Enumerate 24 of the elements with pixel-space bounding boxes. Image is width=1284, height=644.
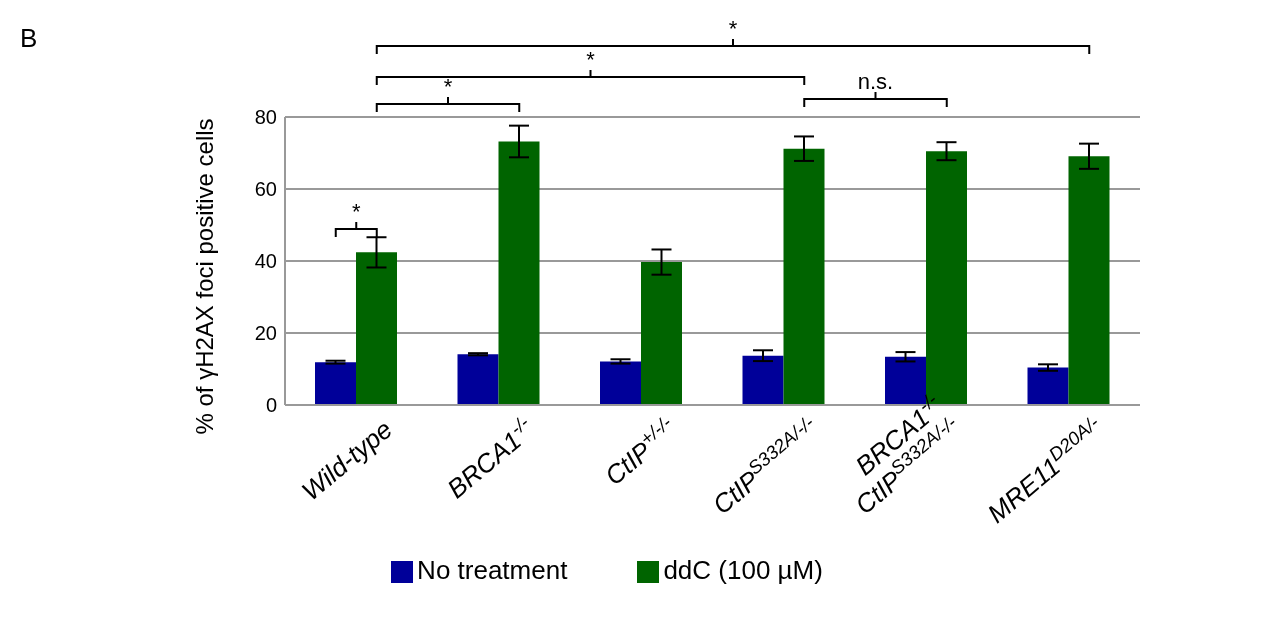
text: n.s. — [857, 69, 894, 94]
bar — [356, 252, 397, 405]
bar — [1027, 367, 1069, 405]
y-tick-label: 60 — [254, 178, 277, 201]
bar — [315, 362, 356, 405]
annotation: * — [351, 199, 361, 224]
bar — [498, 141, 540, 405]
y-tick-label: 0 — [265, 394, 277, 417]
legend-label: ddC (100 µM) — [663, 555, 823, 585]
legend-label: No treatment — [417, 555, 568, 585]
bar — [1068, 156, 1110, 405]
bar — [457, 354, 499, 405]
y-tick-label: 20 — [254, 322, 277, 345]
text: * — [728, 16, 738, 41]
text: * — [586, 47, 596, 72]
bar — [783, 148, 825, 405]
bar — [742, 355, 784, 405]
text: B — [20, 23, 38, 54]
text: * — [443, 74, 453, 99]
y-tick-label: 80 — [254, 106, 277, 129]
y-tick-label: 40 — [254, 250, 277, 273]
bar — [641, 262, 682, 405]
y-axis-title: % of γH2AX foci positive cells — [191, 118, 218, 435]
bar — [600, 361, 641, 405]
